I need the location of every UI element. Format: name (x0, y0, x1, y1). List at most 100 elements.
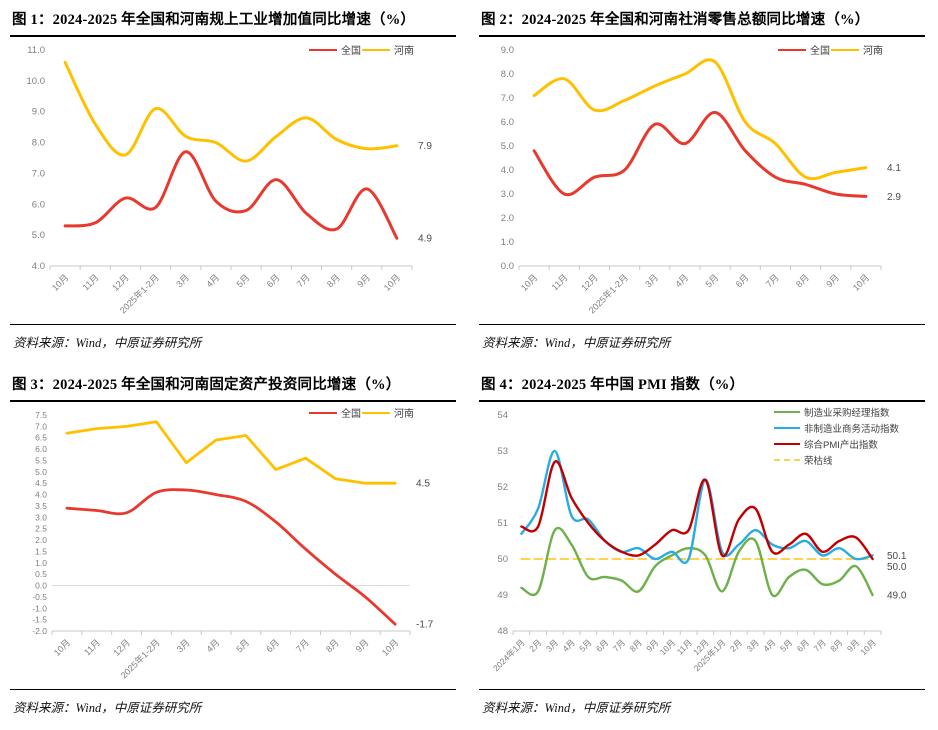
figure-2-source-note: 资料来源：Wind，中原证券研究所 (479, 324, 925, 351)
y-axis-label: 0.0 (35, 581, 47, 591)
legend-label: 全国 (341, 46, 361, 57)
x-axis-label: 9月 (355, 272, 372, 289)
y-axis-label: 6.5 (35, 433, 47, 443)
y-axis-label: 3.0 (501, 189, 514, 200)
legend-label: 全国 (341, 409, 361, 420)
x-axis-label: 11月 (550, 272, 570, 292)
legend-line-swatch (309, 411, 337, 414)
y-axis-label: 4.5 (35, 478, 47, 488)
x-axis-label: 3月 (544, 637, 560, 653)
x-axis-label: 9月 (354, 637, 371, 654)
x-axis-label: 2月 (728, 637, 744, 653)
x-axis-label: 7月 (294, 637, 311, 654)
series-end-value-label: 7.9 (418, 141, 432, 152)
series-line-制造业采购经理指数 (520, 526, 874, 598)
x-axis-label: 9月 (824, 272, 841, 289)
legend-item-制造业采购经理指数: 制造业采购经理指数 (773, 405, 890, 419)
figure-1-source-note: 资料来源：Wind，中原证券研究所 (10, 324, 456, 351)
chart-svg: -2.0-1.5 -1.0-0.50.0 0.51.0 1.52.02.5 3.03.5… (32, 410, 433, 680)
legend-line-swatch (778, 48, 806, 51)
x-axis-label: 2024年1月 (491, 637, 527, 673)
x-axis-label: 3月 (175, 637, 192, 654)
legend-line-swatch (773, 459, 800, 461)
y-axis-label: 6.0 (501, 117, 514, 128)
legend-line-swatch (362, 411, 390, 414)
legend-item-非制造业商务活动指数: 非制造业商务活动指数 (773, 421, 899, 435)
legend-item-河南: 河南 (362, 405, 414, 420)
x-axis-label: 6月 (734, 272, 751, 289)
x-axis-label: 8月 (324, 637, 341, 654)
x-axis-label: 12月 (111, 637, 132, 658)
x-axis-label: 6月 (594, 637, 610, 653)
figure-1-line-chart: 4.0 5.0 6.0 7.0 8.0 9.0 10.0 11.0 10月 11月 12月 2025年… (10, 38, 456, 324)
x-axis-label: 11月 (82, 637, 102, 657)
chart-legend: 全国 河南 (309, 42, 414, 57)
legend-line-swatch (309, 48, 337, 51)
y-axis-label: 7.0 (32, 168, 45, 179)
figure-2-line-chart: 0.0 1.0 2.0 3.0 4.0 5.0 6.0 7.0 8.0 9.0 10月 11月 12月 2… (479, 38, 925, 324)
y-axis-label: 9.0 (501, 45, 514, 56)
chart-legend: 全国 河南 (309, 405, 414, 420)
x-axis-label: 12月 (579, 272, 600, 293)
series-line-全国 (65, 488, 397, 626)
x-axis-label: 10月 (380, 637, 401, 658)
y-axis-label: 2.0 (501, 213, 514, 224)
series-line-综合PMI产出指数 (520, 460, 874, 561)
y-axis-label: 3.5 (35, 501, 47, 511)
x-axis-label: 7月 (611, 637, 627, 653)
x-axis-label: 4月 (761, 637, 777, 653)
legend-label: 河南 (394, 409, 414, 420)
legend-item-全国: 全国 (778, 42, 830, 57)
x-axis-label: 10月 (52, 637, 73, 658)
figure-2-panel: 图 2：2024-2025 年全国和河南社消零售总额同比增速（%） 0.0 1.0… (469, 0, 938, 365)
x-axis-label: 4月 (561, 637, 577, 653)
legend-item-全国: 全国 (309, 405, 361, 420)
series-end-value-label: 4.9 (418, 234, 432, 245)
x-axis-label: 10月 (519, 272, 540, 293)
x-axis-label: 10月 (851, 272, 872, 293)
series-line-河南 (63, 60, 399, 163)
legend-item-荣枯线: 荣枯线 (773, 453, 833, 467)
y-axis-label: 7.0 (35, 421, 47, 431)
series-line-全国 (532, 110, 868, 198)
x-axis-label: 8月 (828, 637, 844, 653)
legend-line-swatch (773, 411, 800, 413)
x-axis-label: 3月 (174, 272, 191, 289)
y-axis-label: 1.5 (35, 546, 47, 556)
y-axis-label: 4.0 (35, 490, 47, 500)
series-end-value-label: 49.0 (887, 591, 907, 602)
series-end-value-label: 4.5 (416, 479, 430, 490)
figure-4-title: 图 4：2024-2025 年中国 PMI 指数（%） (479, 371, 925, 402)
y-axis-label: 11.0 (27, 45, 45, 56)
series-end-value-label: 50.0 (887, 562, 907, 573)
y-axis-label: 52 (497, 482, 508, 493)
figure-4-panel: 图 4：2024-2025 年中国 PMI 指数（%） 48 49 50 51 52 53… (469, 365, 938, 730)
legend-item-河南: 河南 (362, 42, 414, 57)
x-axis-label: 8月 (794, 272, 811, 289)
chart-legend: 制造业采购经理指数 非制造业商务活动指数 综合PMI产出指数 荣枯线 (773, 405, 899, 467)
y-axis-label: 2.5 (35, 524, 47, 534)
x-axis-label: 10月 (858, 637, 878, 657)
y-axis-label: 10.0 (27, 76, 46, 87)
y-axis-label: 2.0 (35, 535, 47, 545)
x-axis-label: 8月 (325, 272, 342, 289)
y-axis-label: -1.5 (32, 615, 47, 625)
x-axis-label: 5月 (704, 272, 721, 289)
y-axis-label: 0.0 (501, 261, 514, 272)
y-axis-label: 7.5 (35, 410, 47, 420)
x-axis-label: 10月 (382, 272, 403, 293)
figure-1-panel: 图 1：2024-2025 年全国和河南规上工业增加值同比增速（%） 4.0 5.… (0, 0, 469, 365)
y-axis-label: 0.5 (35, 569, 47, 579)
y-axis-label: -1.0 (32, 603, 47, 613)
x-axis-label: 12月 (110, 272, 131, 293)
legend-label: 制造业采购经理指数 (803, 408, 890, 419)
y-axis-label: 8.0 (501, 69, 514, 80)
legend-item-河南: 河南 (831, 42, 883, 57)
y-axis-label: 54 (497, 410, 508, 421)
x-axis-label: 5月 (234, 637, 251, 654)
series-end-value-label: 50.1 (887, 551, 907, 562)
x-axis-label: 6月 (795, 637, 811, 653)
y-axis-label: 5.0 (501, 141, 514, 152)
series-end-value-label: 2.9 (887, 192, 901, 203)
